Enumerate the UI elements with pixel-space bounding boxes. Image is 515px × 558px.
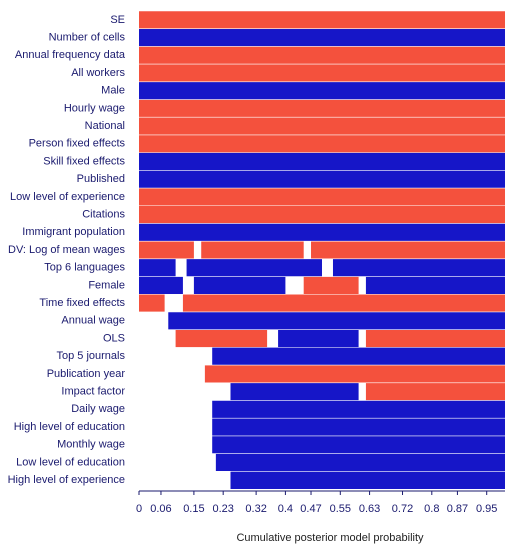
row-label: Annual frequency data	[15, 49, 126, 61]
inclusion-segment	[139, 117, 505, 135]
row-label: Low level of education	[16, 456, 125, 468]
row-label: Skill fixed effects	[43, 155, 125, 167]
inclusion-segment	[139, 276, 183, 295]
inclusion-segment	[215, 453, 506, 472]
row-label: Top 6 languages	[44, 262, 125, 274]
inclusion-segment	[365, 276, 505, 295]
x-tick-label: 0.72	[392, 503, 413, 515]
row-label: Hourly wage	[64, 102, 125, 114]
inclusion-segment	[139, 11, 505, 29]
inclusion-segment	[311, 241, 505, 259]
inclusion-segment	[168, 311, 505, 330]
x-tick-label: 0	[136, 503, 142, 515]
row-label: Male	[101, 85, 125, 97]
inclusion-segment	[230, 471, 505, 489]
inclusion-segment	[212, 435, 505, 454]
row-label: Publication year	[47, 368, 126, 380]
row-label: SE	[110, 14, 125, 26]
x-axis-label: Cumulative posterior model probability	[236, 532, 424, 544]
row-label: Monthly wage	[57, 439, 125, 451]
row-label: High level of education	[14, 421, 125, 433]
inclusion-segment	[278, 329, 359, 348]
inclusion-segment	[139, 81, 505, 100]
x-tick-label: 0.63	[359, 503, 380, 515]
inclusion-segment	[332, 258, 505, 277]
inclusion-segment	[139, 205, 505, 224]
inclusion-segment	[365, 329, 505, 348]
inclusion-segment	[139, 134, 505, 153]
inclusion-segment	[303, 276, 359, 295]
row-label: Daily wage	[71, 403, 125, 415]
x-tick-label: 0.06	[150, 503, 171, 515]
row-label: Person fixed effects	[29, 138, 126, 150]
row-label: National	[85, 120, 125, 132]
inclusion-segment	[365, 382, 505, 401]
inclusion-segment	[186, 258, 322, 277]
inclusion-segment	[139, 294, 165, 312]
row-label: Top 5 journals	[57, 350, 126, 362]
row-label: OLS	[103, 332, 125, 344]
x-tick-label: 0.87	[447, 503, 468, 515]
inclusion-segment	[139, 64, 505, 82]
inclusion-segment	[139, 46, 505, 65]
inclusion-segment	[139, 99, 505, 118]
inclusion-segment	[139, 258, 176, 277]
inclusion-segment	[201, 241, 304, 259]
inclusion-segment	[139, 170, 505, 189]
inclusion-segment	[139, 241, 194, 259]
row-label: DV: Log of mean wages	[8, 244, 125, 256]
row-label: Low level of experience	[10, 191, 125, 203]
inclusion-segment	[230, 382, 359, 401]
x-tick-label: 0.95	[476, 503, 497, 515]
row-label: Number of cells	[49, 31, 126, 43]
inclusion-segment	[139, 28, 505, 47]
row-label: Female	[88, 279, 125, 291]
row-label: Annual wage	[61, 315, 125, 327]
x-tick-label: 0.32	[245, 503, 266, 515]
row-label: All workers	[71, 67, 125, 79]
row-label: High level of experience	[8, 474, 125, 486]
inclusion-segment	[175, 329, 268, 348]
row-label: Time fixed effects	[39, 297, 125, 309]
row-label: Citations	[82, 208, 125, 220]
inclusion-segment	[204, 365, 505, 383]
inclusion-segment	[193, 276, 286, 295]
inclusion-segment	[139, 188, 505, 206]
x-tick-label: 0.23	[212, 503, 233, 515]
x-tick-label: 0.4	[278, 503, 293, 515]
inclusion-segment	[212, 347, 505, 366]
x-tick-label: 0.15	[183, 503, 204, 515]
inclusion-segment	[212, 418, 505, 436]
inclusion-segment	[139, 152, 505, 171]
row-label: Impact factor	[61, 386, 125, 398]
x-tick-label: 0.8	[424, 503, 439, 515]
row-label: Immigrant population	[22, 226, 125, 238]
inclusion-segment	[212, 400, 505, 419]
x-tick-label: 0.55	[330, 503, 351, 515]
x-tick-label: 0.47	[300, 503, 321, 515]
inclusion-segment	[182, 294, 506, 312]
row-label: Published	[77, 173, 125, 185]
inclusion-segment	[139, 223, 505, 242]
